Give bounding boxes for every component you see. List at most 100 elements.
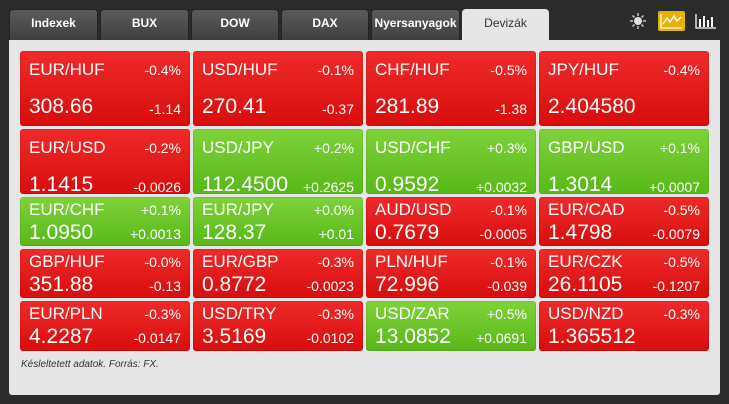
tab-bar: Indexek BUX DOW DAX Nyersanyagok Devizák (0, 0, 729, 41)
fx-rate: 270.41 (202, 95, 267, 118)
fx-tile-chf-huf[interactable]: CHF/HUF -0.5% 281.89 -1.38 (366, 51, 536, 126)
tab-dow[interactable]: DOW (191, 9, 279, 40)
fx-rate: 1.365512 (548, 325, 636, 348)
fx-absolute-change: -0.0079 (652, 226, 700, 242)
fx-tile-usd-huf[interactable]: USD/HUF -0.1% 270.41 -0.37 (193, 51, 363, 126)
fx-tile-usd-chf[interactable]: USD/CHF +0.3% 0.9592 +0.0032 (366, 129, 536, 196)
tab-devizak[interactable]: Devizák (462, 9, 549, 41)
fx-rate: 2.404580 (548, 95, 636, 118)
fx-rate: 0.8772 (202, 273, 267, 296)
fx-percent-change: -0.1% (490, 254, 527, 270)
fx-symbol: GBP/USD (548, 138, 625, 157)
fx-rate: 3.5169 (202, 325, 267, 348)
fx-absolute-change: +0.0032 (476, 179, 527, 195)
fx-tile-aud-usd[interactable]: AUD/USD -0.1% 0.7679 -0.0005 (366, 197, 536, 246)
fx-percent-change: +0.1% (659, 140, 700, 156)
fx-absolute-change: -0.0005 (479, 226, 527, 242)
fx-symbol: USD/TRY (202, 304, 277, 323)
fx-percent-change: -0.3% (663, 306, 700, 322)
fx-absolute-change: -0.1207 (652, 278, 700, 294)
fx-absolute-change: -0.0102 (306, 330, 354, 346)
fx-percent-change: -0.5% (663, 202, 700, 218)
fx-percent-change: -0.5% (663, 254, 700, 270)
fx-tile-usd-try[interactable]: USD/TRY -0.3% 3.5169 -0.0102 (193, 301, 363, 351)
fx-symbol: EUR/USD (29, 138, 106, 157)
fx-symbol: USD/JPY (202, 138, 274, 157)
fx-rate: 1.3014 (548, 173, 613, 196)
fx-symbol: EUR/CHF (29, 200, 105, 219)
fx-symbol: EUR/HUF (29, 60, 105, 79)
fx-absolute-change: -1.38 (495, 101, 527, 117)
fx-tile-eur-usd[interactable]: EUR/USD -0.2% 1.1415 -0.0026 (20, 129, 190, 196)
fx-absolute-change: -0.37 (322, 101, 354, 117)
fx-tile-pln-huf[interactable]: PLN/HUF -0.1% 72.996 -0.039 (366, 249, 536, 298)
fx-rate: 128.37 (202, 221, 267, 244)
fx-absolute-change: -0.0023 (306, 278, 354, 294)
fx-tile-eur-huf[interactable]: EUR/HUF -0.4% 308.66 -1.14 (20, 51, 190, 126)
fx-percent-change: -0.1% (490, 202, 527, 218)
fx-rate: 281.89 (375, 95, 440, 118)
fx-symbol: AUD/USD (375, 200, 452, 219)
fx-absolute-change: +0.0691 (476, 330, 527, 346)
fx-percent-change: -0.3% (317, 306, 354, 322)
fx-percent-change: +0.1% (140, 202, 181, 218)
fx-percent-change: -0.3% (144, 306, 181, 322)
fx-tile-gbp-usd[interactable]: GBP/USD +0.1% 1.3014 +0.0007 (539, 129, 709, 196)
fx-rate: 308.66 (29, 95, 94, 118)
fx-panel: EUR/HUF -0.4% 308.66 -1.14 USD/HUF -0.1% 270.4… (9, 40, 720, 395)
fx-symbol: JPY/HUF (548, 60, 619, 79)
fx-absolute-change: +0.01 (318, 226, 354, 242)
fx-rate: 72.996 (375, 273, 440, 296)
fx-rate: 1.4798 (548, 221, 613, 244)
fx-absolute-change: -0.0147 (133, 330, 181, 346)
fx-rate: 4.2287 (29, 325, 94, 348)
fx-symbol: USD/NZD (548, 304, 624, 323)
fx-symbol: EUR/GBP (202, 252, 279, 271)
fx-symbol: EUR/PLN (29, 304, 103, 323)
bar-chart-icon[interactable] (693, 11, 719, 31)
fx-tile-usd-zar[interactable]: USD/ZAR +0.5% 13.0852 +0.0691 (366, 301, 536, 351)
fx-rate: 13.0852 (375, 325, 451, 348)
fx-percent-change: -0.3% (317, 254, 354, 270)
sun-icon[interactable] (627, 12, 649, 30)
fx-symbol: EUR/JPY (202, 200, 274, 219)
fx-tile-eur-chf[interactable]: EUR/CHF +0.1% 1.0950 +0.0013 (20, 197, 190, 246)
fx-percent-change: -0.5% (490, 62, 527, 78)
fx-symbol: USD/CHF (375, 138, 451, 157)
fx-rate: 0.7679 (375, 221, 440, 244)
fx-tile-eur-cad[interactable]: EUR/CAD -0.5% 1.4798 -0.0079 (539, 197, 709, 246)
fx-symbol: USD/ZAR (375, 304, 450, 323)
tab-bux[interactable]: BUX (100, 9, 189, 40)
fx-percent-change: -0.0% (144, 254, 181, 270)
fx-symbol: PLN/HUF (375, 252, 448, 271)
fx-rate: 26.1105 (548, 273, 623, 296)
fx-tile-eur-czk[interactable]: EUR/CZK -0.5% 26.1105 -0.1207 (539, 249, 709, 298)
fx-absolute-change: -0.13 (149, 278, 181, 294)
tab-nyersanyagok[interactable]: Nyersanyagok (371, 9, 460, 40)
fx-tile-usd-nzd[interactable]: USD/NZD -0.3% 1.365512 (539, 301, 709, 351)
fx-absolute-change: +0.0013 (130, 226, 181, 242)
fx-percent-change: +0.2% (313, 140, 354, 156)
fx-percent-change: -0.2% (144, 140, 181, 156)
fx-rate: 0.9592 (375, 173, 440, 196)
tab-dax[interactable]: DAX (281, 9, 369, 40)
fx-tile-eur-pln[interactable]: EUR/PLN -0.3% 4.2287 -0.0147 (20, 301, 190, 351)
fx-tile-gbp-huf[interactable]: GBP/HUF -0.0% 351.88 -0.13 (20, 249, 190, 298)
fx-absolute-change: -1.14 (149, 101, 181, 117)
fx-tile-usd-jpy[interactable]: USD/JPY +0.2% 112.4500 +0.2625 (193, 129, 363, 196)
tab-indexek[interactable]: Indexek (9, 9, 98, 40)
line-chart-icon[interactable] (658, 11, 685, 31)
fx-absolute-change: -0.0026 (133, 179, 181, 195)
fx-symbol: GBP/HUF (29, 252, 105, 271)
fx-percent-change: -0.1% (317, 62, 354, 78)
fx-rate: 1.0950 (29, 221, 94, 244)
fx-tile-eur-jpy[interactable]: EUR/JPY +0.0% 128.37 +0.01 (193, 197, 363, 246)
fx-tile-jpy-huf[interactable]: JPY/HUF -0.4% 2.404580 (539, 51, 709, 126)
fx-symbol: EUR/CZK (548, 252, 623, 271)
fx-symbol: USD/HUF (202, 60, 278, 79)
fx-symbol: EUR/CAD (548, 200, 625, 219)
fx-tile-eur-gbp[interactable]: EUR/GBP -0.3% 0.8772 -0.0023 (193, 249, 363, 298)
fx-rate: 351.88 (29, 273, 94, 296)
fx-percent-change: -0.4% (663, 62, 700, 78)
fx-percent-change: +0.0% (313, 202, 354, 218)
